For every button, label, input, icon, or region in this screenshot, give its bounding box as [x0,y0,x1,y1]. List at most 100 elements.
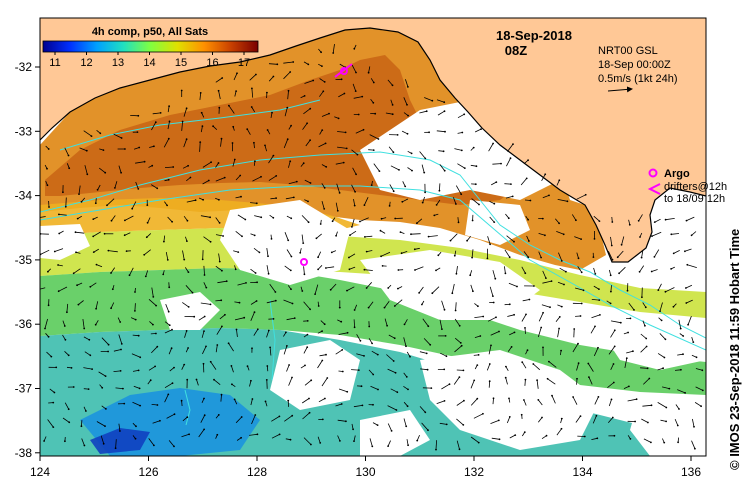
current-vector-head [321,330,323,332]
current-vector-head [558,179,560,181]
current-vector-head [244,219,246,221]
current-vector-head [521,414,523,416]
current-vector-head [527,256,529,258]
current-vector-head [92,218,94,220]
current-vector-head [505,366,507,368]
current-vector-head [150,379,152,381]
current-vector-head [155,333,157,335]
current-vector-head [162,274,164,276]
current-vector-head [340,321,342,323]
current-vector-head [183,259,185,261]
current-vector-head [209,216,211,218]
current-vector-head [630,318,632,320]
current-vector-head [103,149,105,151]
current-vector-head [108,344,110,346]
current-vector-head [188,433,190,435]
current-vector-head [613,363,615,365]
current-vector-head [246,128,248,130]
current-vector-head [275,300,277,302]
current-vector-head [366,287,368,289]
current-vector-head [245,282,247,284]
current-vector-head [186,240,188,242]
current-vector-head [253,142,255,144]
current-vector [411,234,421,235]
current-vector-head [680,328,682,330]
current-vector-head [221,270,223,272]
current-vector-head [588,376,590,378]
current-vector-head [147,222,149,224]
current-vector-head [307,201,309,203]
current-vector-head [682,335,684,337]
current-vector-head [294,317,296,319]
current-vector-head [155,305,157,307]
y-tick-label: -36 [15,317,33,331]
current-vector-head [88,388,90,390]
current-vector-head [95,308,97,310]
current-vector-head [657,289,659,291]
current-vector-head [505,377,507,379]
current-vector-head [459,376,461,378]
map-date: 18-Sep-2018 [496,28,572,43]
current-vector-head [123,403,125,405]
current-vector-head [290,439,292,441]
current-vector-head [572,396,574,398]
current-vector-head [513,241,515,243]
current-vector-head [210,161,212,163]
current-vector-head [459,448,461,450]
current-vector-head [435,449,437,451]
current-vector-head [682,353,684,355]
current-vector-head [677,441,679,443]
colorbar-tick-label: 13 [112,57,124,69]
current-vector-head [565,271,567,273]
current-vector-head [154,366,156,368]
current-vector-head [561,306,563,308]
current-vector-head [639,271,641,273]
current-vector-head [307,320,309,322]
current-vector-head [124,148,126,150]
current-vector-head [441,328,443,330]
current-vector-head [645,338,647,340]
current-vector-head [196,379,198,381]
current-vector-head [444,170,446,172]
current-vector-head [234,159,236,161]
current-vector-head [673,253,675,255]
current-vector-head [542,347,544,349]
current-vector-head [205,346,207,348]
current-vector-head [309,308,311,310]
current-vector-head [275,291,277,293]
current-vector-head [510,157,512,159]
current-vector-head [104,233,106,235]
current-vector-head [213,379,215,381]
current-vector-head [684,392,686,394]
x-tick-label: 134 [572,465,592,479]
current-vector-head [700,405,702,407]
current-vector-head [330,289,332,291]
current-vector-head [139,388,141,390]
current-vector-head [594,238,596,240]
current-vector-head [508,398,510,400]
current-vector-head [366,251,368,253]
current-vector-head [307,64,309,66]
current-vector-head [169,324,171,326]
current-vector-head [192,292,194,294]
current-vector-head [135,438,137,440]
current-vector-head [310,182,312,184]
current-vector-head [48,148,50,150]
current-vector-head [585,194,587,196]
current-vector-head [241,235,243,237]
current-vector-head [168,311,170,313]
current-vector-head [407,86,409,88]
current-vector-head [221,326,223,328]
current-vector-head [335,235,337,237]
colorbar-tick-label: 12 [80,57,92,69]
current-vector-head [58,233,60,235]
current-vector-head [259,252,261,254]
current-vector [81,420,82,426]
current-vector-head [455,310,457,312]
current-vector-head [620,322,622,324]
current-vector-head [418,292,420,294]
current-vector-head [416,440,418,442]
current-vector-head [256,202,258,204]
x-tick-label: 136 [681,465,701,479]
current-vector-head [276,63,278,65]
